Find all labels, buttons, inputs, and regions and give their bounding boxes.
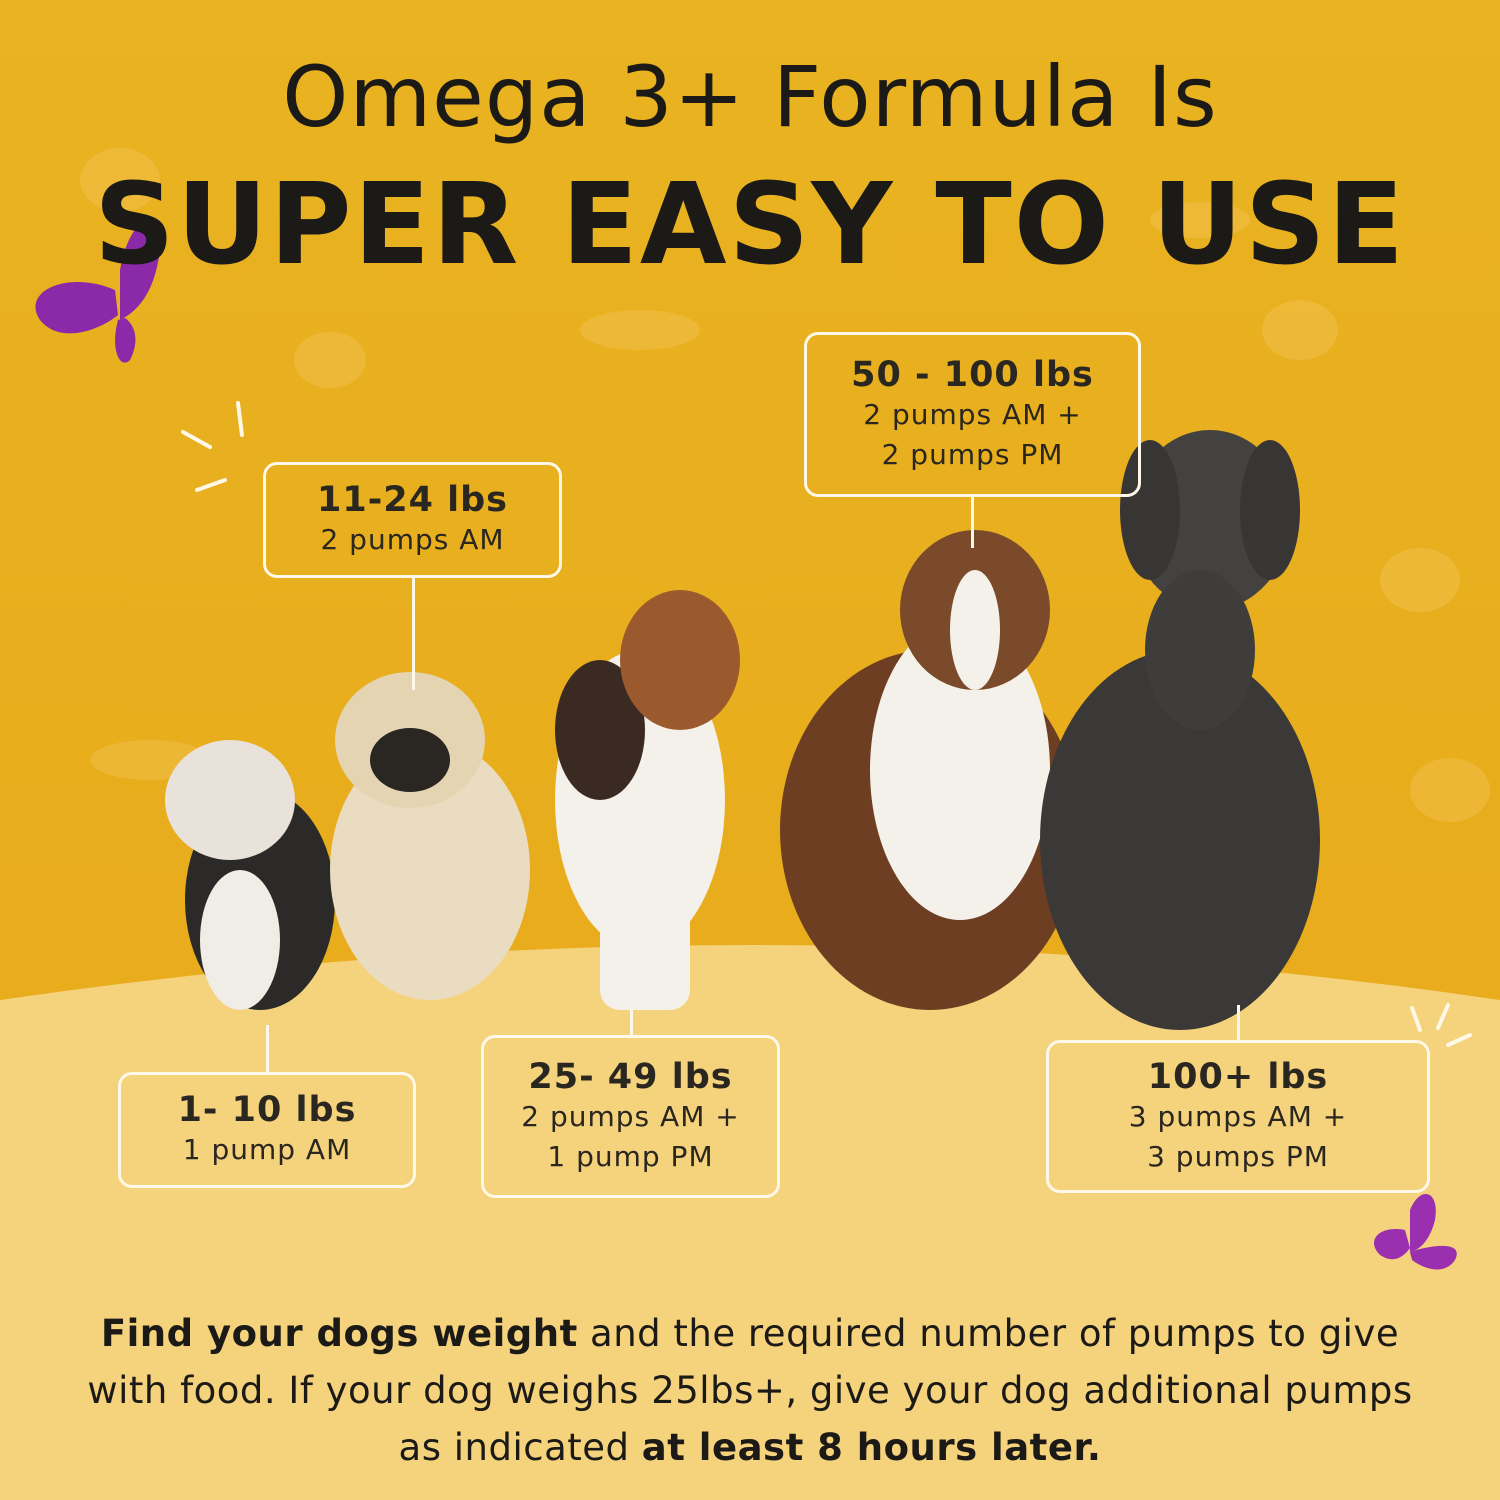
dose-weight: 25- 49 lbs <box>528 1056 733 1097</box>
dose-weight: 11-24 lbs <box>316 480 508 520</box>
dose-weight: 50 - 100 lbs <box>851 354 1094 395</box>
dose-box: 25- 49 lbs 2 pumps AM + 1 pump PM <box>481 1035 780 1198</box>
dog-collie <box>780 530 1080 1010</box>
instructions: Find your dogs weight and the required n… <box>70 1305 1430 1476</box>
connector-line <box>266 1025 269 1072</box>
instruction-text: at least 8 hours later. <box>641 1426 1102 1469</box>
dose-amount: 2 pumps AM + <box>863 397 1082 431</box>
connector-line <box>412 578 415 690</box>
butterfly <box>1374 1193 1457 1270</box>
dog-poodle <box>1040 430 1320 1030</box>
floor <box>0 945 1500 1500</box>
connector-line <box>971 497 974 548</box>
title-line: Omega 3+ Formula Is <box>282 48 1218 146</box>
dose-box: 11-24 lbs 2 pumps AM <box>263 462 562 578</box>
title-headline: SUPER EASY TO USE <box>93 160 1407 290</box>
instruction-text: Find your dogs weight <box>100 1312 578 1355</box>
dose-weight: 1- 10 lbs <box>177 1090 357 1130</box>
dose-weight: 100+ lbs <box>1147 1056 1329 1097</box>
dose-amount: 3 pumps AM + <box>1128 1099 1348 1133</box>
dose-amount: 3 pumps PM <box>1147 1139 1329 1173</box>
sparkle <box>181 401 1472 1047</box>
dose-box: 50 - 100 lbs 2 pumps AM + 2 pumps PM <box>804 332 1141 497</box>
paw-pattern <box>80 148 1490 822</box>
dose-box: 100+ lbs 3 pumps AM + 3 pumps PM <box>1046 1040 1430 1193</box>
connector-line <box>630 1010 633 1035</box>
dog-yorkie <box>165 740 335 1010</box>
dose-amount: 2 pumps AM + <box>521 1099 740 1133</box>
dose-box: 1- 10 lbs 1 pump AM <box>118 1072 416 1188</box>
dose-amount: 2 pumps PM <box>881 437 1064 471</box>
butterfly <box>35 217 162 363</box>
connector-line <box>1237 1005 1240 1040</box>
dog-pug <box>330 672 530 1000</box>
dose-amount: 2 pumps AM <box>320 523 505 556</box>
dog-beagle <box>555 590 740 1010</box>
dose-amount: 1 pump PM <box>547 1139 714 1173</box>
instruction-text: and the required number of pumps to give… <box>87 1312 1413 1469</box>
dose-amount: 1 pump AM <box>182 1133 352 1166</box>
